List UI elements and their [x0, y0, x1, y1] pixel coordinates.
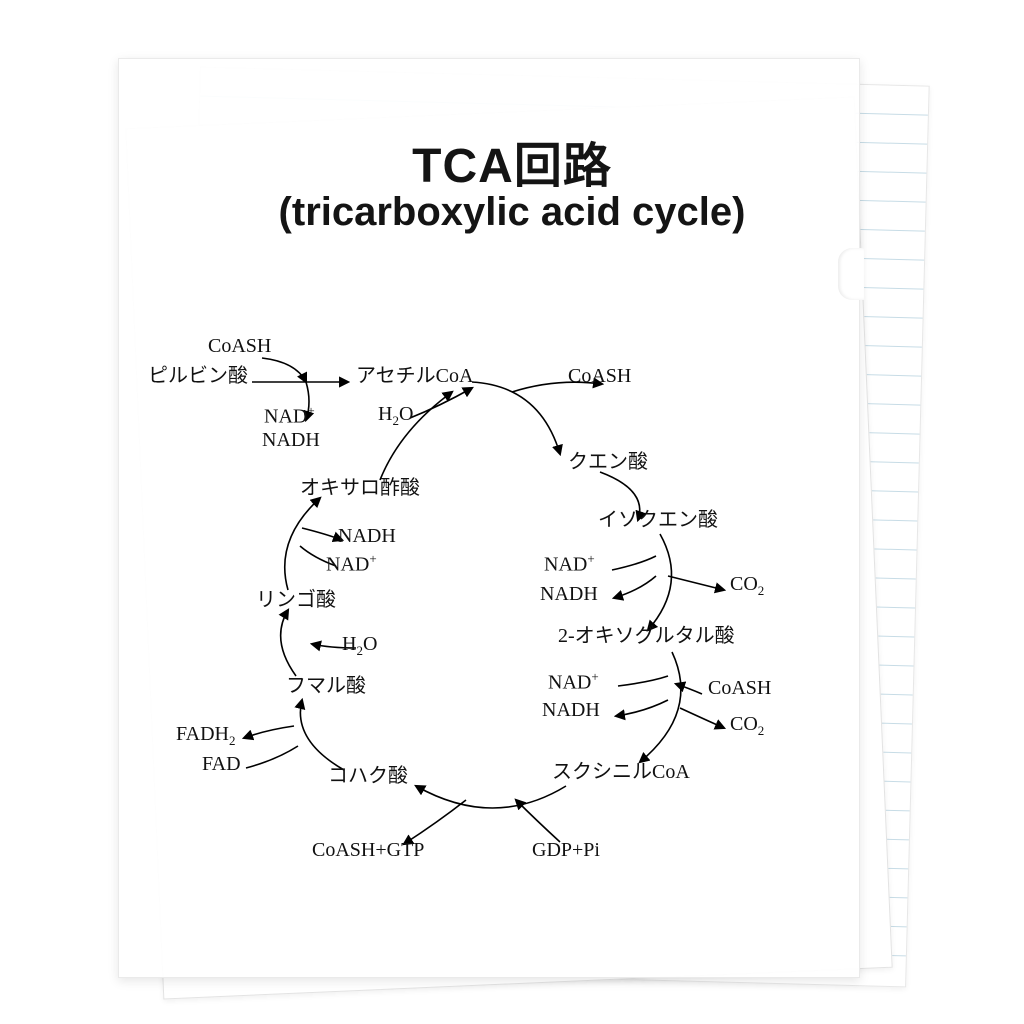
arrow-fad-in: [246, 746, 298, 768]
label-malate: リンゴ酸: [256, 590, 336, 610]
arrow-ac-to-cit: [472, 382, 560, 454]
arrow-h2o-in: [410, 388, 472, 418]
label-succinate: コハク酸: [328, 766, 408, 786]
label-nadplus-mal: NAD+: [326, 552, 377, 575]
label-citrate: クエン酸: [568, 452, 648, 472]
label-nadplus-iso: NAD+: [544, 552, 595, 575]
label-fad: FAD: [202, 754, 241, 774]
label-fumarate: フマル酸: [286, 676, 366, 696]
arrow-fum-mal: [281, 610, 296, 676]
label-nadh-top: NADH: [262, 430, 320, 450]
label-coash-right: CoASH: [568, 366, 631, 386]
arrow-nadh-mal-o: [302, 528, 342, 540]
arrow-nad-og-out: [616, 700, 668, 716]
cycle-arrows: [0, 0, 1024, 1024]
label-nadplus-top: NAD+: [264, 404, 315, 427]
arrow-co2-iso-a: [668, 576, 724, 590]
label-h2o-fum: H2O: [342, 634, 377, 657]
arrow-fadh2-out: [244, 726, 294, 738]
arrow-iso-og: [648, 534, 672, 630]
label-gdp-pi: GDP+Pi: [532, 840, 600, 860]
label-nadh-og: NADH: [542, 700, 600, 720]
arrow-gdp-in: [516, 800, 560, 842]
label-pyruvate: ピルビン酸: [148, 366, 248, 386]
arrow-gtp-out: [404, 800, 466, 844]
label-co2-iso: CO2: [730, 574, 764, 597]
label-isocitrate: イソクエン酸: [598, 510, 718, 530]
arrow-co2-og-a: [680, 708, 724, 728]
label-fadh2: FADH2: [176, 724, 235, 747]
label-nadh-mal: NADH: [338, 526, 396, 546]
arrow-og-suc: [640, 652, 681, 762]
label-coash-og: CoASH: [708, 678, 771, 698]
label-succinyl: スクシニルCoA: [552, 762, 690, 782]
label-h2o-top: H2O: [378, 404, 413, 427]
arrow-coash-og-a: [676, 684, 702, 694]
arrow-nad-og-in: [618, 676, 668, 686]
arrow-mal-oxa: [285, 498, 320, 590]
arrow-suc-succ: [416, 786, 566, 808]
label-acetyl-coa: アセチルCoA: [356, 366, 473, 386]
label-nadh-iso: NADH: [540, 584, 598, 604]
arrow-nad-iso-out: [614, 576, 656, 598]
label-coash-top: CoASH: [208, 336, 271, 356]
label-oxaloacetate: オキサロ酢酸: [300, 478, 420, 498]
arrow-nad-iso-in: [612, 556, 656, 570]
label-oxoglut: 2-オキソグルタル酸: [558, 626, 735, 646]
arrow-succ-fum: [300, 700, 344, 770]
label-nadplus-og: NAD+: [548, 670, 599, 693]
arrow-coash-in: [262, 358, 306, 382]
label-co2-og: CO2: [730, 714, 764, 737]
stage: TCA回路 (tricarboxylic acid cycle) ピルビン酸Co…: [0, 0, 1024, 1024]
label-coash-gtp: CoASH+GTP: [312, 840, 424, 860]
